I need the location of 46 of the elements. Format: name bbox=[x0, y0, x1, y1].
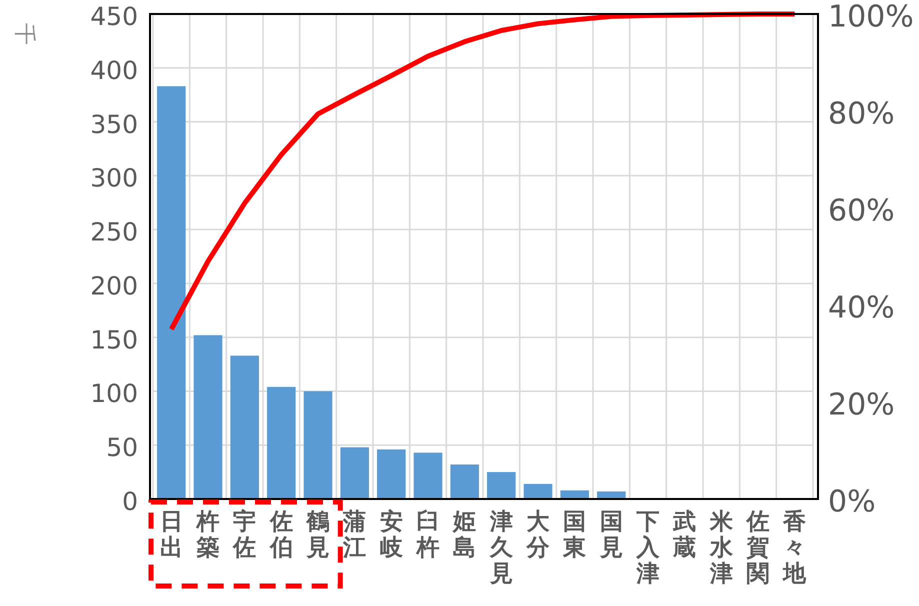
x-tick-label: 香々地 bbox=[782, 509, 808, 587]
x-tick-label: 鶴見 bbox=[306, 509, 330, 561]
x-tick-label: 安岐 bbox=[380, 508, 403, 561]
y-tick-label: 0 bbox=[122, 487, 138, 516]
y-tick-label: 400 bbox=[90, 56, 138, 85]
x-tick-label: 臼杵 bbox=[416, 509, 440, 561]
x-tick-label: 日出 bbox=[160, 509, 183, 561]
bar bbox=[487, 472, 516, 499]
y-axis-title: 千 bbox=[12, 23, 36, 45]
x-tick-label: 下入津 bbox=[636, 509, 660, 587]
x-tick-label: 佐伯 bbox=[268, 509, 293, 561]
y-tick-label: 300 bbox=[90, 164, 138, 193]
y2-tick-label: 60% bbox=[828, 194, 895, 228]
x-tick-label: 佐賀関 bbox=[746, 509, 770, 587]
bar bbox=[194, 335, 222, 499]
x-tick-label: 津久見 bbox=[488, 509, 514, 587]
y-tick-label: 50 bbox=[106, 433, 138, 462]
x-tick-label: 大分 bbox=[526, 509, 550, 561]
bar bbox=[450, 464, 479, 499]
y-tick-label: 150 bbox=[90, 325, 138, 354]
y-tick-label: 250 bbox=[90, 218, 138, 247]
y2-tick-label: 40% bbox=[828, 290, 895, 326]
x-tick-label: 武蔵 bbox=[672, 509, 696, 561]
x-tick-label: 姫島 bbox=[452, 509, 476, 561]
bar bbox=[230, 356, 259, 499]
y2-tick-label: 100% bbox=[828, 0, 914, 34]
bar bbox=[157, 86, 186, 499]
bar bbox=[267, 386, 296, 499]
x-tick-label: 国見 bbox=[598, 509, 623, 561]
y-tick-label: 450 bbox=[90, 2, 138, 31]
x-tick-label: 米水津 bbox=[708, 509, 734, 587]
y2-tick-label: 20% bbox=[828, 388, 895, 422]
x-tick-label: 国東 bbox=[562, 509, 586, 561]
bar bbox=[340, 447, 369, 499]
x-tick-label: 蒲江 bbox=[342, 509, 366, 561]
y2-tick-label: 0% bbox=[828, 484, 876, 520]
y-tick-label: 100 bbox=[90, 379, 138, 408]
y-tick-label: 200 bbox=[90, 271, 138, 300]
bar bbox=[377, 449, 406, 499]
x-tick-label: 杵築 bbox=[196, 509, 220, 561]
y2-tick-label: 80% bbox=[828, 96, 895, 132]
y-tick-label: 350 bbox=[90, 110, 138, 139]
x-tick-label: 宇佐 bbox=[232, 508, 256, 561]
bar bbox=[414, 452, 442, 499]
bar bbox=[524, 484, 552, 499]
bar bbox=[304, 391, 332, 499]
